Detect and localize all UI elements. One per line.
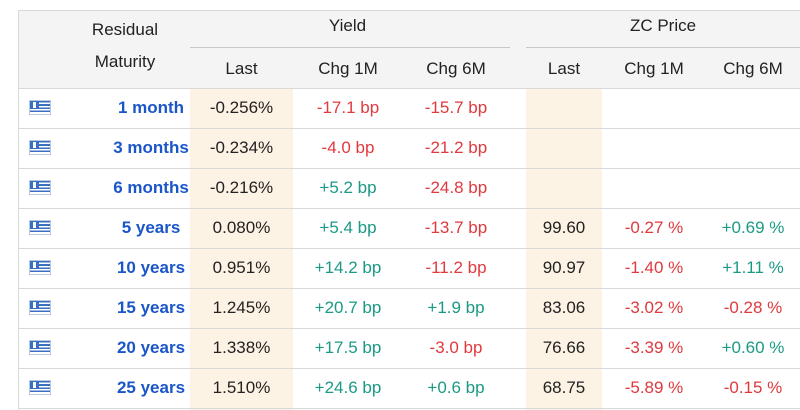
yield-chg6m-value: -3.0 bp — [429, 338, 483, 357]
table-row: 3 months -0.234% -4.0 bp -21.2 bp — [18, 128, 800, 168]
yield-chg1m-value: +5.2 bp — [319, 178, 377, 197]
zc-chg1m-value: -0.27 % — [624, 218, 684, 237]
zc-chg6m-value — [706, 88, 800, 128]
yield-last-value: -0.234% — [209, 138, 274, 157]
yield-last-value: 1.245% — [212, 298, 271, 317]
zc-last-value: 76.66 — [542, 338, 586, 357]
yield-chg1m-value: +5.4 bp — [319, 218, 377, 237]
zc-chg6m-value: +1.11 % — [722, 258, 784, 277]
yield-last-highlight — [190, 88, 293, 410]
zc-chg1m-value — [606, 128, 702, 168]
yield-chg6m-value: -11.2 bp — [425, 258, 487, 277]
table-row: 10 years 0.951% +14.2 bp -11.2 bp 90.97 -1.40… — [18, 248, 800, 288]
yield-last-value: 1.338% — [212, 338, 271, 357]
zc-last-value: 68.75 — [542, 378, 586, 397]
row-divider — [18, 168, 800, 169]
header-zc-price-group: ZC Price — [629, 16, 697, 35]
yield-chg6m-value: -13.7 bp — [424, 218, 488, 237]
greece-flag-icon — [29, 380, 51, 395]
yield-last-value: 0.951% — [212, 258, 271, 277]
row-divider — [18, 248, 800, 249]
yield-chg6m-value: +0.6 bp — [427, 378, 485, 397]
maturity-link[interactable]: 15 years — [116, 298, 186, 317]
row-divider — [18, 288, 800, 289]
zc-chg1m-value: -5.89 % — [624, 378, 684, 397]
table-row: 20 years 1.338% +17.5 bp -3.0 bp 76.66 -3.39 … — [18, 328, 800, 368]
table-row: 5 years 0.080% +5.4 bp -13.7 bp 99.60 -0.27 %… — [18, 208, 800, 248]
header-yield-chg6m: Chg 6M — [426, 59, 486, 78]
yield-last-value: -0.216% — [209, 178, 274, 197]
row-divider — [18, 368, 800, 369]
yield-chg1m-value: +17.5 bp — [314, 338, 382, 357]
header-yield-group: Yield — [328, 16, 367, 35]
header-yield-last: Last — [225, 59, 258, 78]
header-yield-underline — [190, 47, 510, 48]
zc-chg1m-value: -1.40 % — [624, 258, 684, 277]
yield-chg6m-value: -24.8 bp — [424, 178, 488, 197]
maturity-link[interactable]: 5 years — [121, 218, 181, 237]
yield-chg1m-value: -4.0 bp — [321, 138, 375, 157]
zc-chg6m-value — [706, 168, 800, 208]
greece-flag-icon — [29, 220, 51, 235]
maturity-link[interactable]: 20 years — [116, 338, 186, 357]
zc-chg6m-value — [706, 128, 800, 168]
maturity-link[interactable]: 3 months — [113, 138, 189, 157]
greece-flag-icon — [29, 300, 51, 315]
zc-chg1m-value: -3.39 % — [624, 338, 684, 357]
row-divider — [18, 328, 800, 329]
zc-chg6m-value: -0.15 % — [723, 378, 783, 397]
greece-flag-icon — [29, 260, 51, 275]
yield-chg6m-value: +1.9 bp — [427, 298, 485, 317]
row-divider — [18, 408, 800, 409]
greece-flag-icon — [29, 340, 51, 355]
header-bottom-border — [18, 88, 800, 89]
zc-last-value — [526, 88, 602, 128]
yield-chg1m-value: +20.7 bp — [314, 298, 382, 317]
row-divider — [18, 208, 800, 209]
greece-flag-icon — [29, 180, 51, 195]
zc-last-value: 83.06 — [542, 298, 586, 317]
yield-chg6m-value: -15.7 bp — [424, 98, 488, 117]
table-top-border — [18, 10, 800, 11]
maturity-link[interactable]: 25 years — [116, 378, 186, 397]
greece-flag-icon — [29, 100, 51, 115]
zc-last-highlight — [526, 88, 602, 410]
header-zc-last: Last — [547, 59, 581, 78]
zc-last-value — [526, 128, 602, 168]
header-yield-chg1m: Chg 1M — [318, 59, 378, 78]
header-zc-chg6m: Chg 6M — [723, 59, 783, 78]
table-row: 6 months -0.216% +5.2 bp -24.8 bp — [18, 168, 800, 208]
zc-chg1m-value — [606, 168, 702, 208]
yield-chg1m-value: -17.1 bp — [316, 98, 380, 117]
header-residual-maturity: Residual Maturity — [91, 20, 159, 71]
table-row: 1 month -0.256% -17.1 bp -15.7 bp — [18, 88, 800, 128]
zc-chg1m-value — [606, 88, 702, 128]
zc-chg6m-value: +0.60 % — [721, 338, 785, 357]
zc-chg6m-value: +0.69 % — [721, 218, 785, 237]
yield-last-value: 1.510% — [212, 378, 271, 397]
yield-chg1m-value: +24.6 bp — [314, 378, 382, 397]
zc-chg1m-value: -3.02 % — [624, 298, 684, 317]
table-row: 25 years 1.510% +24.6 bp +0.6 bp 68.75 -5.89 … — [18, 368, 800, 408]
table-left-border — [18, 10, 19, 410]
greece-flag-icon — [29, 140, 51, 155]
yield-last-value: -0.256% — [209, 98, 274, 117]
zc-last-value: 99.60 — [542, 218, 586, 237]
yield-chg6m-value: -21.2 bp — [424, 138, 488, 157]
yield-chg1m-value: +14.2 bp — [314, 258, 382, 277]
table-header — [18, 10, 800, 88]
maturity-link[interactable]: 10 years — [116, 258, 186, 277]
header-zc-chg1m: Chg 1M — [624, 59, 684, 78]
maturity-link[interactable]: 1 month — [117, 98, 185, 117]
maturity-link[interactable]: 6 months — [113, 178, 189, 197]
table-row: 15 years 1.245% +20.7 bp +1.9 bp 83.06 -3.02 … — [18, 288, 800, 328]
yield-last-value: 0.080% — [212, 218, 271, 237]
zc-last-value — [526, 168, 602, 208]
zc-last-value: 90.97 — [542, 258, 586, 277]
header-zc-underline — [526, 47, 800, 48]
row-divider — [18, 128, 800, 129]
zc-chg6m-value: -0.28 % — [723, 298, 783, 317]
